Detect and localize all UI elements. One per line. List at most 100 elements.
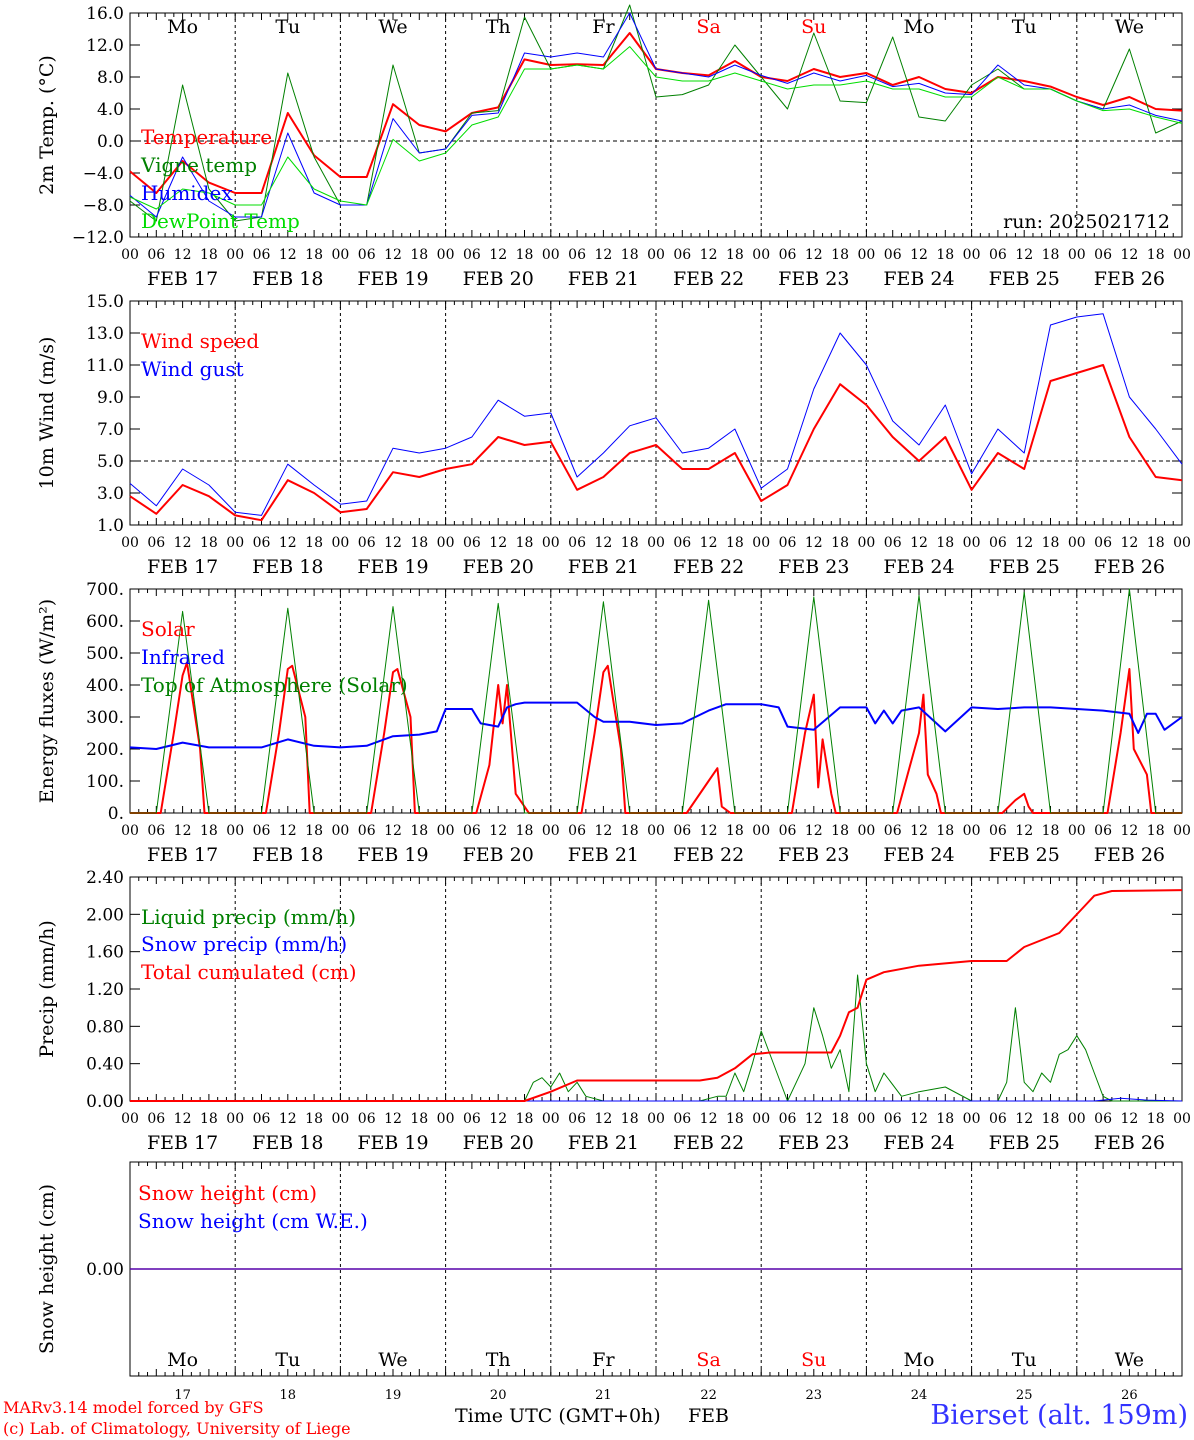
hour-tick-label: 06 <box>358 247 376 263</box>
y-tick-label: 12.0 <box>86 36 124 56</box>
legend-entry: Solar <box>141 617 195 641</box>
hour-tick-label: 18 <box>200 535 218 551</box>
weekday-label: Fr <box>592 1349 615 1371</box>
y-tick-label: −4.0 <box>83 164 124 184</box>
hour-tick-label: 00 <box>121 247 139 263</box>
y-axis-label: Energy fluxes (W/m²) <box>36 599 58 803</box>
day-number-label: 25 <box>1016 1388 1033 1403</box>
hour-tick-label: 12 <box>594 535 612 551</box>
hour-tick-label: 12 <box>910 247 928 263</box>
hour-tick-label: 00 <box>331 535 349 551</box>
date-label: FEB 25 <box>989 268 1060 290</box>
hour-tick-label: 00 <box>121 535 139 551</box>
hour-tick-label: 18 <box>305 823 323 839</box>
date-label: FEB 25 <box>989 556 1060 578</box>
hour-tick-label: 06 <box>147 247 165 263</box>
hour-tick-label: 00 <box>752 247 770 263</box>
weekday-label: Fr <box>592 16 615 38</box>
date-label: FEB 20 <box>463 268 534 290</box>
y-axis-label: 10m Wind (m/s) <box>36 337 58 490</box>
date-label: FEB 22 <box>673 556 744 578</box>
y-tick-label: 400. <box>86 676 124 696</box>
y-tick-label: 700. <box>86 580 124 600</box>
hour-tick-label: 00 <box>1068 247 1086 263</box>
hour-tick-label: 06 <box>1094 1111 1112 1127</box>
hour-tick-label: 12 <box>1120 535 1138 551</box>
date-label: FEB 17 <box>147 556 218 578</box>
hour-tick-label: 06 <box>568 247 586 263</box>
hour-tick-label: 00 <box>857 247 875 263</box>
y-tick-label: −12.0 <box>72 228 124 248</box>
hour-tick-label: 12 <box>700 1111 718 1127</box>
legend-entry: Infrared <box>141 645 225 669</box>
hour-tick-label: 18 <box>621 823 639 839</box>
hour-tick-label: 12 <box>489 1111 507 1127</box>
hour-tick-label: 18 <box>1147 535 1165 551</box>
hour-tick-label: 00 <box>542 247 560 263</box>
hour-tick-label: 06 <box>147 1111 165 1127</box>
date-label: FEB 26 <box>1094 844 1165 866</box>
hour-tick-label: 00 <box>121 1111 139 1127</box>
hour-tick-label: 00 <box>752 1111 770 1127</box>
hour-tick-label: 18 <box>621 535 639 551</box>
date-label: FEB 20 <box>463 1132 534 1154</box>
hour-tick-label: 12 <box>279 247 297 263</box>
hour-tick-label: 12 <box>910 535 928 551</box>
hour-tick-label: 12 <box>805 1111 823 1127</box>
weekday-label: Th <box>486 1349 511 1371</box>
date-label: FEB 20 <box>463 844 534 866</box>
date-label: FEB 19 <box>357 268 428 290</box>
y-tick-label: 0.40 <box>86 1055 124 1075</box>
y-tick-label: 1.60 <box>86 943 124 963</box>
series-line <box>129 4 1183 222</box>
hour-tick-label: 18 <box>305 535 323 551</box>
legend-entry: Total cumulated (cm) <box>141 960 357 984</box>
model-credit: MARv3.14 model forced by GFS <box>3 1398 264 1417</box>
hour-tick-label: 18 <box>305 247 323 263</box>
date-label: FEB 19 <box>357 844 428 866</box>
hour-tick-label: 12 <box>1015 823 1033 839</box>
date-label: FEB 17 <box>147 844 218 866</box>
y-tick-label: 2.40 <box>86 868 124 888</box>
hour-tick-label: 00 <box>963 535 981 551</box>
hour-tick-label: 06 <box>779 1111 797 1127</box>
hour-tick-label: 00 <box>647 1111 665 1127</box>
y-tick-label: 0.00 <box>86 1092 124 1112</box>
hour-tick-label: 00 <box>542 535 560 551</box>
hour-tick-label: 18 <box>621 247 639 263</box>
hour-tick-label: 12 <box>489 247 507 263</box>
hour-tick-label: 12 <box>1120 823 1138 839</box>
y-tick-label: 9.0 <box>97 388 124 408</box>
hour-tick-label: 18 <box>1147 823 1165 839</box>
hour-tick-label: 18 <box>200 1111 218 1127</box>
weekday-label: We <box>1115 1349 1144 1371</box>
date-label: FEB 24 <box>883 1132 954 1154</box>
hour-tick-label: 18 <box>726 247 744 263</box>
date-label: FEB 23 <box>778 844 849 866</box>
day-number-label: 18 <box>280 1388 297 1403</box>
hour-tick-label: 18 <box>516 1111 534 1127</box>
date-label: FEB 19 <box>357 556 428 578</box>
series-line <box>129 12 1183 218</box>
y-tick-label: 1.20 <box>86 980 124 1000</box>
date-label: FEB 19 <box>357 1132 428 1154</box>
y-tick-label: 500. <box>86 644 124 664</box>
date-label: FEB 17 <box>147 268 218 290</box>
y-tick-label: 1.0 <box>97 516 124 536</box>
panel-frame <box>129 300 1183 526</box>
hour-tick-label: 12 <box>1120 1111 1138 1127</box>
hour-tick-label: 06 <box>779 823 797 839</box>
hour-tick-label: 06 <box>1094 247 1112 263</box>
hour-tick-label: 18 <box>305 1111 323 1127</box>
hour-tick-label: 12 <box>489 535 507 551</box>
hour-tick-label: 06 <box>147 823 165 839</box>
hour-tick-label: 06 <box>463 823 481 839</box>
hour-tick-label: 00 <box>1068 535 1086 551</box>
lab-credit: (c) Lab. of Climatology, University of L… <box>3 1419 351 1438</box>
run-annotation: run: 2025021712 <box>1003 211 1170 233</box>
date-label: FEB 18 <box>252 268 323 290</box>
hour-tick-label: 12 <box>594 247 612 263</box>
hour-tick-label: 00 <box>963 247 981 263</box>
hour-tick-label: 18 <box>936 247 954 263</box>
hour-tick-label: 06 <box>779 535 797 551</box>
